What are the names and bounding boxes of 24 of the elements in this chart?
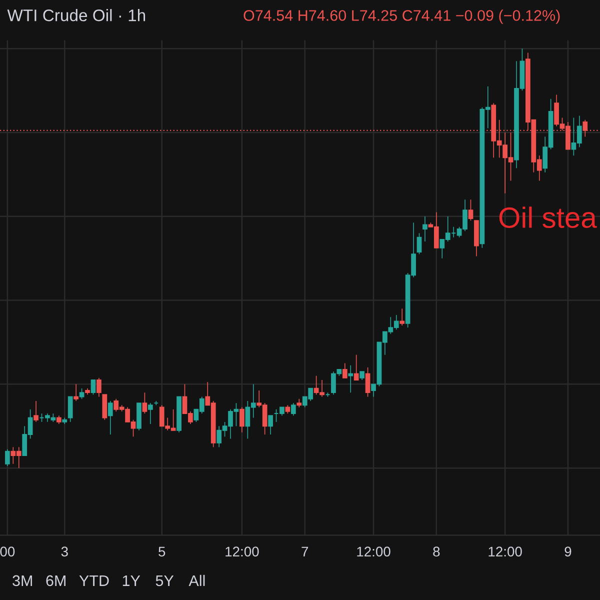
x-tick-label: 8 — [433, 546, 440, 557]
text: 3M — [12, 575, 32, 586]
text: 6M — [46, 575, 66, 586]
text: All — [188, 574, 205, 586]
candlestick — [74, 384, 78, 401]
x-tick-label: 5 — [158, 546, 166, 557]
text: 5Y — [156, 575, 174, 586]
text: 1Y — [122, 575, 140, 586]
text: YTD — [79, 575, 109, 586]
chart-title: WTI Crude Oil · 1h — [7, 9, 146, 22]
x-tick-label: 7 — [302, 546, 308, 556]
text: O74.54 H74.60 L74.25 C74.41 −0.09 (−0.12%) — [244, 10, 560, 24]
x-tick-label: 12:00 — [488, 546, 522, 557]
candlestick — [400, 308, 405, 326]
x-tick-label: 00 — [0, 546, 15, 557]
candlestick — [148, 403, 153, 424]
x-tick-label: 9 — [564, 546, 572, 557]
x-tick-label: 12:00 — [357, 546, 390, 557]
annotation: Oil stea — [499, 206, 597, 228]
x-tick-label: 3 — [61, 546, 68, 557]
candlestick — [348, 365, 354, 393]
candlestick — [422, 216, 428, 242]
candlestick — [34, 400, 38, 422]
x-tick-label: 12:00 — [226, 546, 259, 557]
